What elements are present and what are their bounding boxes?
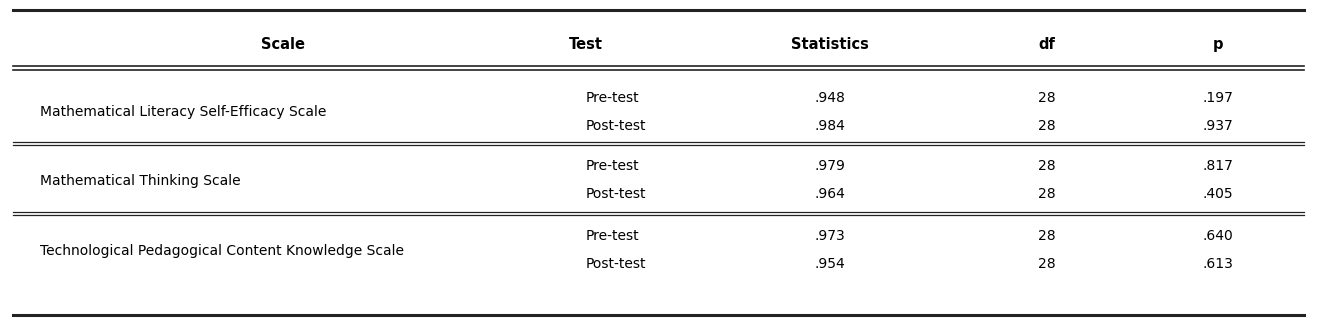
Text: .979: .979 bbox=[814, 159, 846, 173]
Text: p: p bbox=[1213, 37, 1223, 52]
Text: Mathematical Thinking Scale: Mathematical Thinking Scale bbox=[40, 174, 240, 188]
Text: Statistics: Statistics bbox=[790, 37, 869, 52]
Text: .984: .984 bbox=[814, 119, 846, 132]
Text: 28: 28 bbox=[1038, 119, 1056, 132]
Text: Pre-test: Pre-test bbox=[586, 230, 640, 243]
Text: .964: .964 bbox=[814, 187, 846, 201]
Text: Post-test: Post-test bbox=[586, 257, 647, 271]
Text: df: df bbox=[1039, 37, 1055, 52]
Text: Post-test: Post-test bbox=[586, 119, 647, 132]
Text: 28: 28 bbox=[1038, 187, 1056, 201]
Text: 28: 28 bbox=[1038, 159, 1056, 173]
Text: .197: .197 bbox=[1202, 91, 1234, 105]
Text: 28: 28 bbox=[1038, 257, 1056, 271]
Text: .937: .937 bbox=[1202, 119, 1234, 132]
Text: Scale: Scale bbox=[261, 37, 306, 52]
Text: .948: .948 bbox=[814, 91, 846, 105]
Text: .973: .973 bbox=[814, 230, 846, 243]
Text: Test: Test bbox=[569, 37, 603, 52]
Text: 28: 28 bbox=[1038, 91, 1056, 105]
Text: Pre-test: Pre-test bbox=[586, 159, 640, 173]
Text: Mathematical Literacy Self-Efficacy Scale: Mathematical Literacy Self-Efficacy Scal… bbox=[40, 106, 325, 119]
Text: 28: 28 bbox=[1038, 230, 1056, 243]
Text: .405: .405 bbox=[1202, 187, 1234, 201]
Text: .817: .817 bbox=[1202, 159, 1234, 173]
Text: .613: .613 bbox=[1202, 257, 1234, 271]
Text: Pre-test: Pre-test bbox=[586, 91, 640, 105]
Text: .640: .640 bbox=[1202, 230, 1234, 243]
Text: Post-test: Post-test bbox=[586, 187, 647, 201]
Text: .954: .954 bbox=[814, 257, 846, 271]
Text: Technological Pedagogical Content Knowledge Scale: Technological Pedagogical Content Knowle… bbox=[40, 244, 403, 258]
